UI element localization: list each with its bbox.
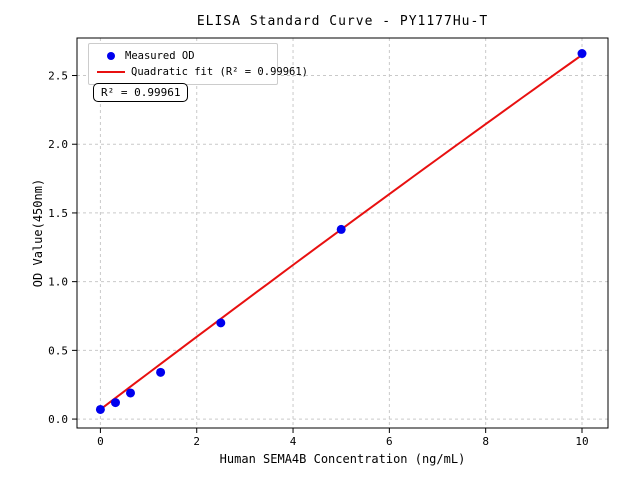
x-axis-label: Human SEMA4B Concentration (ng/mL)	[219, 452, 466, 466]
x-tick-label: 6	[386, 435, 393, 448]
x-tick-label: 4	[290, 435, 297, 448]
plot-border	[76, 37, 609, 429]
x-tick-label: 8	[482, 435, 489, 448]
data-point	[577, 49, 587, 59]
data-point	[216, 318, 226, 328]
legend-item-measured-od: Measured OD	[96, 48, 269, 64]
legend-label-quadratic-fit: Quadratic fit (R² = 0.99961)	[131, 66, 309, 78]
y-tick-label: 0.5	[48, 344, 68, 357]
y-tick-label: 0.0	[48, 413, 68, 426]
r-squared-annotation: R² = 0.99961	[93, 83, 189, 102]
data-point	[336, 224, 346, 234]
legend-label-measured-od: Measured OD	[125, 50, 195, 62]
data-point	[126, 388, 136, 398]
y-tick-label: 2.5	[48, 70, 68, 83]
legend-item-quadratic-fit: Quadratic fit (R² = 0.99961)	[96, 64, 308, 80]
y-axis-label: OD Value(450nm)	[31, 178, 45, 288]
data-point	[95, 404, 105, 414]
measured-od-marker-icon	[107, 52, 115, 60]
quadratic-fit-line-icon	[97, 71, 125, 73]
y-tick-label: 1.0	[48, 276, 68, 289]
x-tick-label: 0	[97, 435, 104, 448]
x-tick-label: 2	[193, 435, 200, 448]
y-tick-label: 2.0	[48, 138, 68, 151]
y-tick-label: 1.5	[48, 207, 68, 220]
x-tick-label: 10	[575, 435, 588, 448]
data-point	[110, 398, 120, 408]
data-point	[156, 367, 166, 377]
legend: Measured OD Quadratic fit (R² = 0.99961)	[88, 43, 308, 85]
chart-title: ELISA Standard Curve - PY1177Hu-T	[196, 14, 489, 29]
